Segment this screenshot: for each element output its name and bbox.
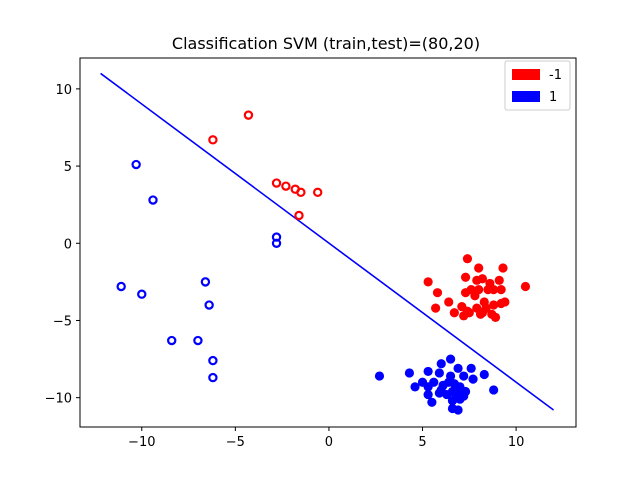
data-point-train-neg1 [496, 284, 506, 295]
data-point-train-pos1 [455, 394, 465, 404]
data-point-train-pos1 [410, 382, 420, 392]
data-point-test-pos1 [208, 372, 218, 383]
x-tick-label: 5 [418, 435, 426, 450]
data-point-train-pos1 [427, 397, 437, 407]
data-point-train-neg1 [431, 303, 441, 313]
data-point-test-pos1 [271, 238, 282, 248]
data-point-train-neg1 [489, 284, 499, 295]
legend: -1 1 [504, 60, 571, 111]
data-point-train-neg1 [490, 312, 501, 322]
data-point-train-neg1 [464, 308, 474, 318]
y-tick-label: 10 [55, 83, 72, 98]
data-point-test-neg1 [296, 187, 306, 198]
legend-label-neg1: -1 [549, 68, 562, 83]
plot-area: −10 −5 0 5 10 −10 −5 0 5 10 [45, 57, 577, 450]
data-point-train-pos1 [466, 363, 476, 373]
data-point-train-pos1 [423, 389, 433, 400]
data-point-train-neg1 [498, 263, 508, 273]
data-point-train-neg1 [500, 297, 510, 307]
data-point-train-pos1 [434, 368, 444, 378]
data-point-train-pos1 [453, 363, 463, 373]
data-point-train-neg1 [460, 272, 471, 282]
data-point-train-pos1 [489, 385, 499, 395]
data-point-train-neg1 [489, 300, 499, 310]
x-tick-label: 0 [325, 435, 333, 450]
data-point-test-neg1 [313, 187, 323, 198]
y-tick-label: −5 [53, 314, 72, 329]
y-tick-label: 5 [64, 160, 72, 175]
data-point-train-neg1 [479, 297, 489, 307]
legend-swatch-neg1 [512, 69, 540, 80]
y-tick-label: 0 [64, 237, 72, 252]
data-point-test-neg1 [243, 110, 254, 120]
data-point-train-pos1 [436, 359, 446, 369]
data-point-test-pos1 [204, 300, 214, 310]
data-point-test-pos1 [131, 159, 141, 170]
data-point-test-neg1 [294, 210, 304, 221]
data-point-test-pos1 [148, 195, 158, 205]
data-point-train-neg1 [470, 291, 480, 301]
data-point-train-neg1 [444, 297, 454, 307]
data-point-train-neg1 [520, 281, 531, 292]
y-tick-label: −10 [45, 392, 72, 407]
data-point-test-neg1 [271, 178, 282, 188]
data-point-test-pos1 [137, 289, 147, 299]
data-point-train-neg1 [423, 277, 433, 287]
data-point-train-pos1 [423, 382, 433, 392]
data-point-train-neg1 [449, 308, 459, 318]
data-point-test-neg1 [281, 181, 291, 191]
data-point-train-neg1 [462, 254, 473, 264]
x-tick-label: −5 [226, 435, 245, 450]
data-point-train-neg1 [432, 288, 443, 298]
data-point-train-pos1 [468, 374, 478, 384]
data-point-train-neg1 [475, 309, 486, 319]
data-point-test-pos1 [167, 335, 177, 346]
data-point-train-pos1 [442, 389, 452, 400]
axes-frame [79, 57, 577, 428]
data-point-train-pos1 [374, 371, 385, 381]
data-point-test-pos1 [200, 277, 211, 287]
x-tick-label: 10 [508, 435, 525, 450]
data-point-train-neg1 [477, 274, 488, 284]
data-point-train-pos1 [434, 388, 444, 398]
data-point-test-neg1 [208, 135, 218, 145]
decision-boundary-line [100, 72, 555, 411]
legend-swatch-pos1 [512, 91, 540, 102]
data-point-test-pos1 [116, 281, 126, 292]
data-point-train-pos1 [453, 385, 463, 395]
chart-title: Classification SVM (train,test)=(80,20) [172, 34, 480, 53]
data-point-train-neg1 [457, 301, 467, 312]
data-point-train-pos1 [479, 369, 489, 380]
x-tick-label: −10 [128, 435, 155, 450]
data-point-train-neg1 [474, 263, 484, 273]
legend-label-pos1: 1 [549, 90, 557, 105]
data-point-test-pos1 [193, 335, 203, 346]
data-point-train-pos1 [453, 405, 463, 415]
data-point-test-pos1 [208, 355, 218, 366]
data-point-train-pos1 [404, 368, 415, 378]
data-point-train-pos1 [459, 371, 469, 381]
data-point-train-pos1 [423, 366, 433, 377]
data-point-train-neg1 [494, 275, 504, 285]
data-point-train-pos1 [445, 354, 456, 364]
data-point-train-pos1 [447, 396, 458, 406]
